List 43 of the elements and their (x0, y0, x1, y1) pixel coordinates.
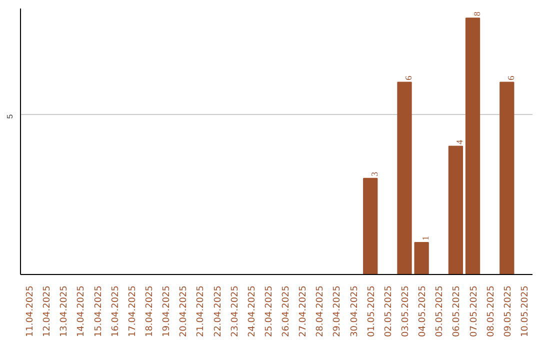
x-tick-label: 05.05.2025 (435, 286, 446, 338)
x-tick-label: 11.04.2025 (26, 286, 36, 338)
x-tick-label: 24.04.2025 (247, 286, 258, 338)
x-tick-label: 23.04.2025 (230, 286, 240, 338)
x-tick-label: 15.04.2025 (94, 286, 104, 338)
x-tick-label: 07.05.2025 (469, 286, 480, 338)
x-tick-label: 19.04.2025 (162, 286, 172, 338)
x-tick-label: 25.04.2025 (264, 286, 274, 338)
bar (500, 82, 514, 274)
x-tick-label: 06.05.2025 (452, 286, 462, 338)
x-tick-label: 28.04.2025 (316, 286, 326, 338)
x-tick-label: 21.04.2025 (196, 286, 206, 338)
bar (465, 18, 480, 274)
x-tick-label: 08.05.2025 (486, 286, 496, 338)
x-tick-label: 04.05.2025 (418, 286, 428, 338)
data-label: 3 (369, 171, 380, 176)
x-tick-label: 01.05.2025 (366, 286, 377, 338)
data-label: 6 (404, 75, 414, 80)
x-tick-label: 14.04.2025 (76, 286, 87, 338)
x-tick-label: 30.04.2025 (350, 286, 360, 338)
data-label: 8 (472, 11, 482, 16)
bar (363, 178, 378, 274)
x-tick-label: 22.04.2025 (213, 286, 224, 338)
bar (448, 146, 464, 274)
bar (414, 242, 429, 274)
x-tick-label: 03.05.2025 (401, 286, 411, 338)
data-label: 6 (506, 75, 516, 80)
x-tick-label: 10.05.2025 (520, 286, 530, 338)
x-tick-label: 02.05.2025 (384, 286, 394, 338)
data-label: 1 (420, 236, 431, 240)
x-tick-label: 27.04.2025 (298, 286, 309, 338)
x-tick-label: 16.04.2025 (110, 286, 121, 338)
x-tick-label: 29.04.2025 (332, 286, 343, 338)
x-tick-label: 26.04.2025 (282, 286, 292, 338)
bar (397, 82, 412, 274)
x-tick-label: 09.05.2025 (503, 286, 514, 338)
x-tick-label: 20.04.2025 (179, 286, 190, 338)
x-tick-label: 13.04.2025 (60, 286, 70, 338)
y-tick-label: 5 (6, 114, 14, 119)
x-tick-label: 17.04.2025 (128, 286, 138, 338)
data-label: 4 (454, 139, 465, 144)
x-tick-label: 18.04.2025 (145, 286, 155, 338)
x-tick-label: 12.04.2025 (42, 286, 53, 338)
